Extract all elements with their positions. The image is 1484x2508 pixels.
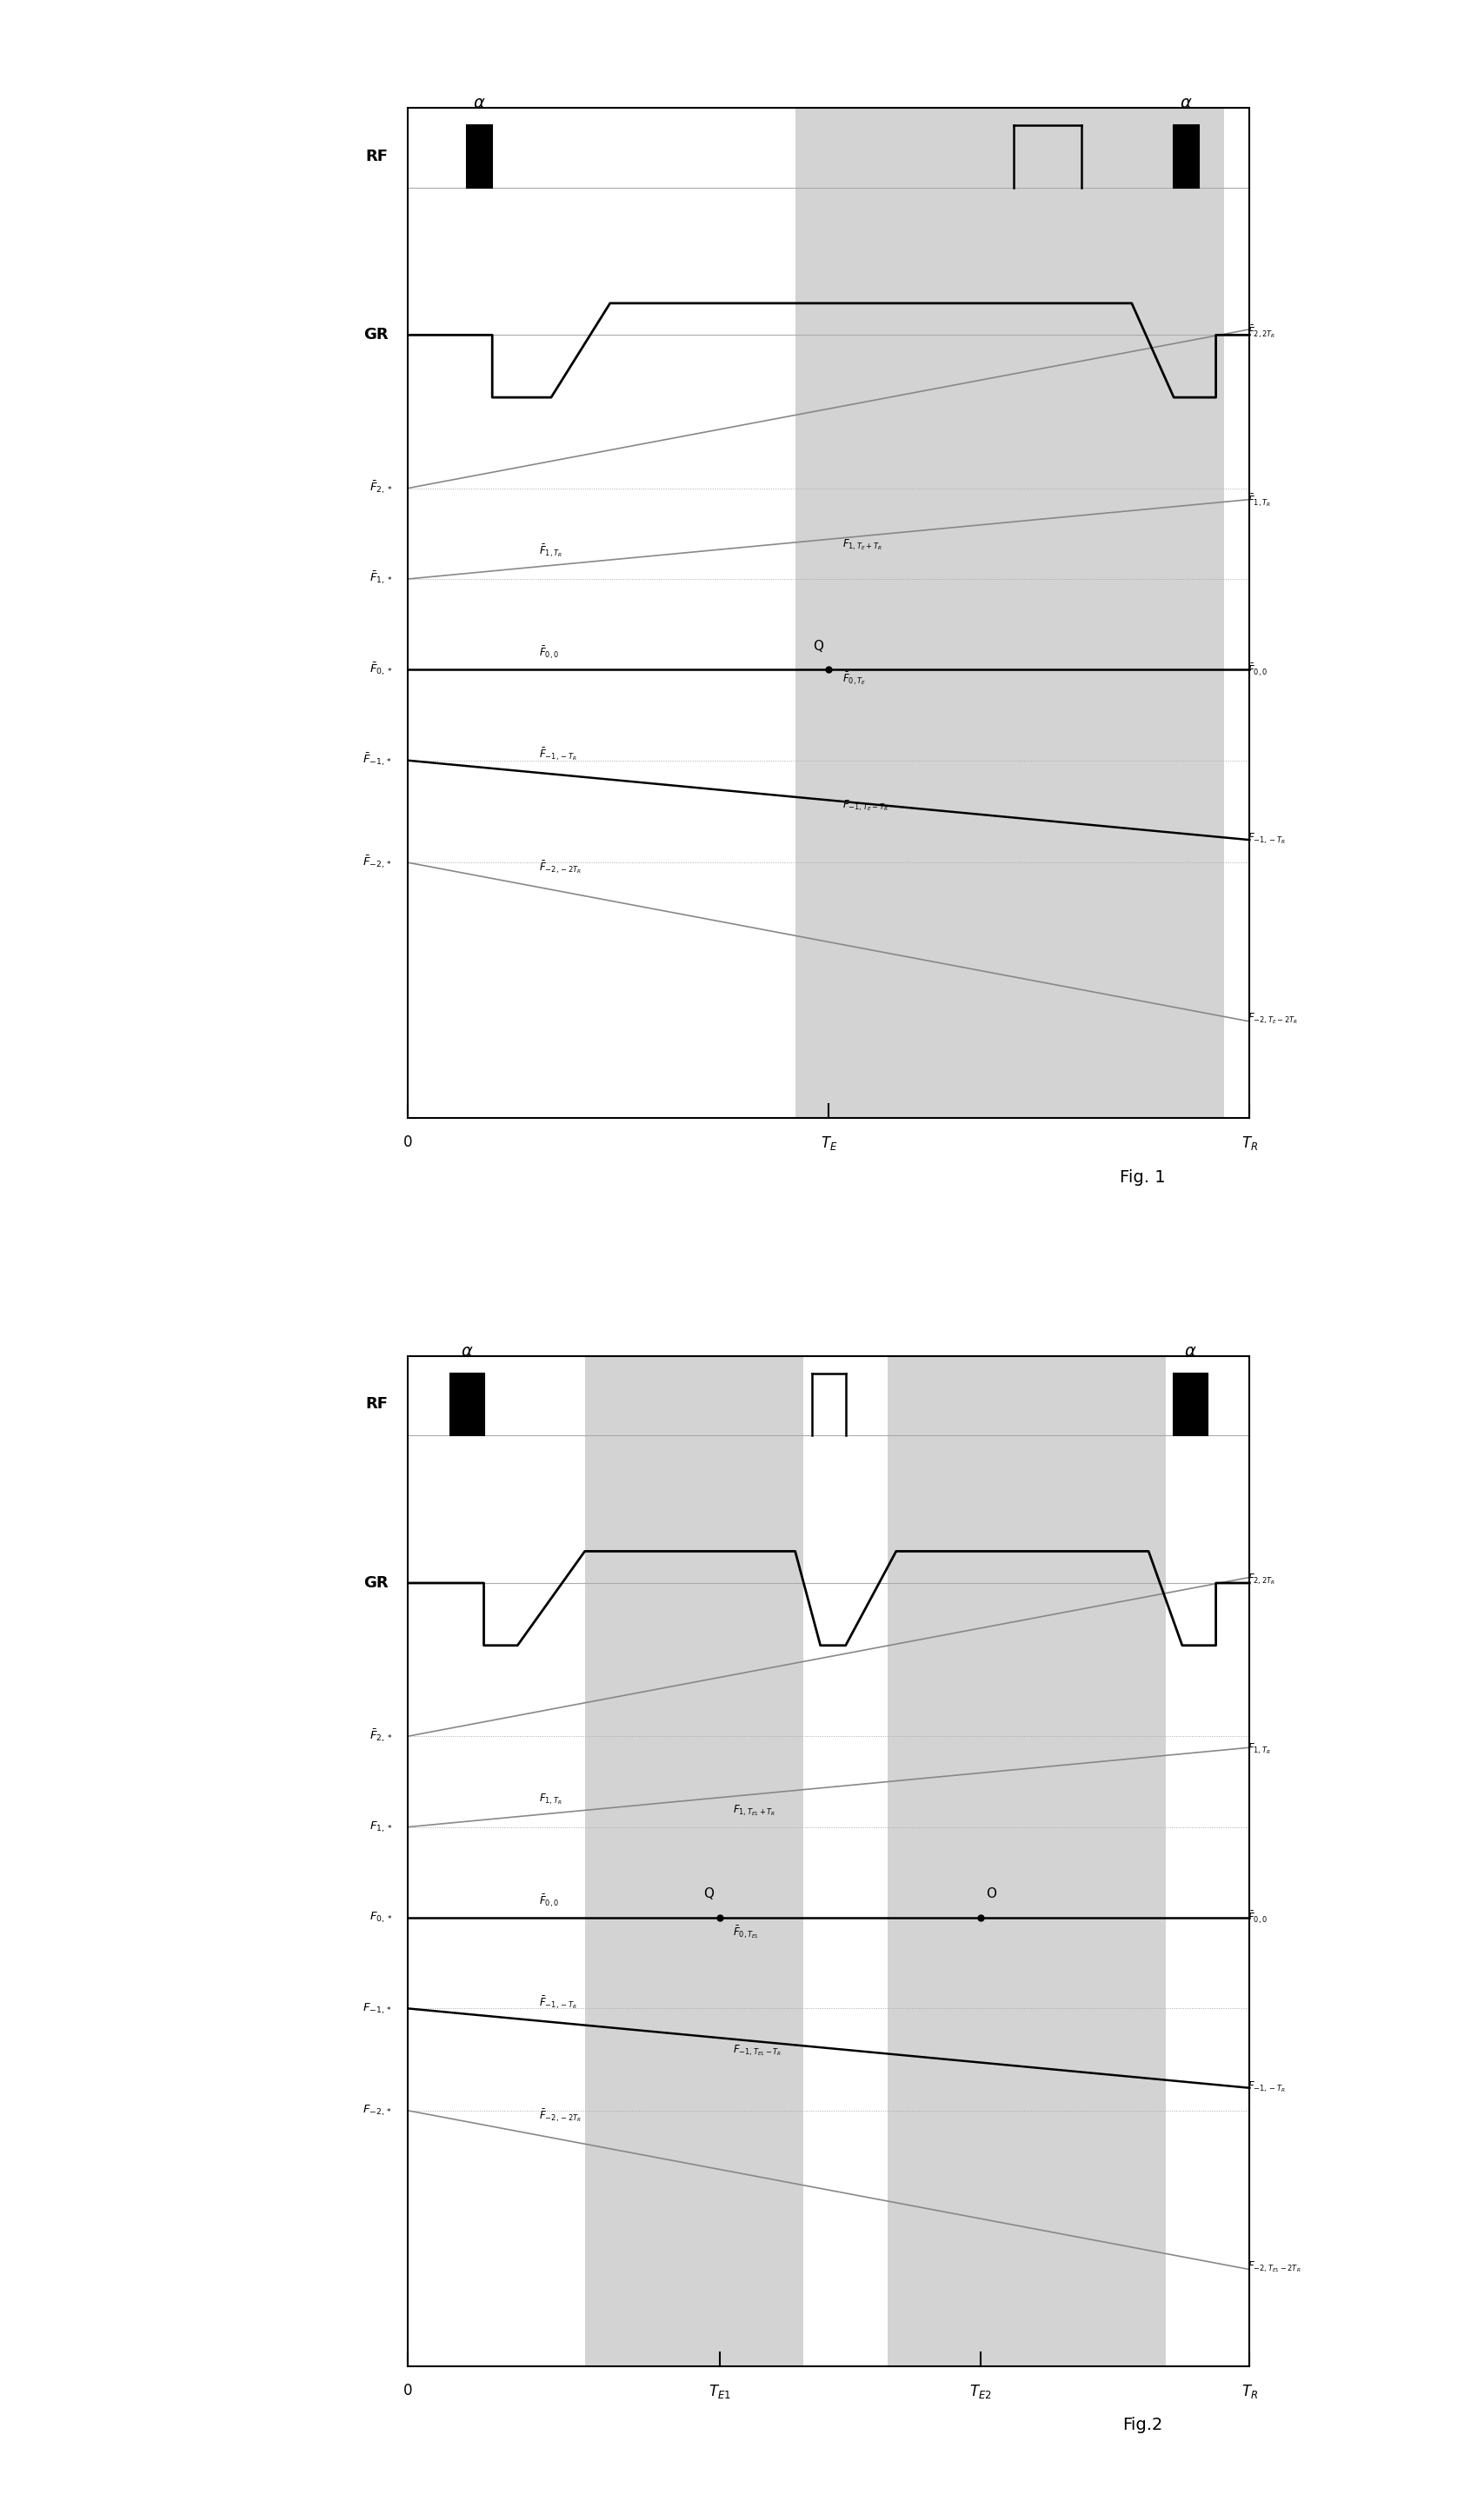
Text: 0: 0 <box>404 1134 413 1151</box>
Text: $F_{1,T_E+T_R}$: $F_{1,T_E+T_R}$ <box>843 537 881 552</box>
Text: $F_{1,*}$: $F_{1,*}$ <box>370 1821 392 1833</box>
Bar <box>795 108 1224 1119</box>
Text: $\bar{F}_{0,0}$: $\bar{F}_{0,0}$ <box>539 1891 559 1909</box>
Text: $\bar{F}_{0,0}$: $\bar{F}_{0,0}$ <box>539 645 559 660</box>
Bar <box>1174 1372 1208 1435</box>
Text: $\bar{F}_{-1,*}$: $\bar{F}_{-1,*}$ <box>362 752 392 770</box>
Text: $F_{-2,T_E-2T_R}$: $F_{-2,T_E-2T_R}$ <box>1248 1011 1298 1026</box>
Text: $F_{-1,T_E-T_R}$: $F_{-1,T_E-T_R}$ <box>843 798 887 813</box>
Text: $\bar{F}_{1,T_R}$: $\bar{F}_{1,T_R}$ <box>1248 492 1270 509</box>
Text: $F_{-1,*}$: $F_{-1,*}$ <box>362 2001 392 2016</box>
Text: $\alpha$: $\alpha$ <box>473 95 485 110</box>
Text: $F_{-2,T_{E1}-2T_R}$: $F_{-2,T_{E1}-2T_R}$ <box>1248 2260 1301 2275</box>
Text: $T_R$: $T_R$ <box>1241 1134 1258 1151</box>
Text: $T_{E2}$: $T_{E2}$ <box>969 2383 991 2400</box>
Text: GR: GR <box>364 1575 389 1590</box>
Text: $\alpha$: $\alpha$ <box>1184 1342 1198 1359</box>
Text: $\bar{F}_{1,*}$: $\bar{F}_{1,*}$ <box>370 572 392 587</box>
Bar <box>467 125 493 188</box>
Text: Q: Q <box>813 640 824 652</box>
Text: $\bar{F}_{-1,-T_R}$: $\bar{F}_{-1,-T_R}$ <box>539 1994 577 2011</box>
Text: $\bar{F}_{-2,-2T_R}$: $\bar{F}_{-2,-2T_R}$ <box>539 860 582 875</box>
Text: $\alpha$: $\alpha$ <box>460 1342 473 1359</box>
Bar <box>408 1357 1250 2365</box>
Text: $\bar{F}_{-2,-2T_R}$: $\bar{F}_{-2,-2T_R}$ <box>539 2107 582 2124</box>
Text: $F_{1,T_R}$: $F_{1,T_R}$ <box>1248 1741 1270 1756</box>
Text: $T_E$: $T_E$ <box>821 1134 837 1151</box>
Text: $\alpha$: $\alpha$ <box>1180 95 1193 110</box>
Text: RF: RF <box>365 148 389 163</box>
Text: $F_{-1,-T_R}$: $F_{-1,-T_R}$ <box>1248 833 1285 845</box>
Text: $F_{0,*}$: $F_{0,*}$ <box>370 1911 392 1924</box>
Text: $F_{1,T_{E1}+T_R}$: $F_{1,T_{E1}+T_R}$ <box>733 1803 776 1818</box>
Text: Fig. 1: Fig. 1 <box>1120 1169 1165 1186</box>
Text: $F_{-1,T_{E1}-T_R}$: $F_{-1,T_{E1}-T_R}$ <box>733 2044 782 2059</box>
Text: $F_{-1,-T_R}$: $F_{-1,-T_R}$ <box>1248 2079 1285 2094</box>
Text: 0: 0 <box>404 2383 413 2398</box>
Text: $\bar{F}_{0,*}$: $\bar{F}_{0,*}$ <box>370 662 392 677</box>
Text: $\bar{F}_{2,*}$: $\bar{F}_{2,*}$ <box>370 479 392 497</box>
Text: $T_{E1}$: $T_{E1}$ <box>708 2383 730 2400</box>
Bar <box>408 108 1250 1119</box>
Text: $\bar{F}_{-1,-T_R}$: $\bar{F}_{-1,-T_R}$ <box>539 745 577 762</box>
Bar <box>887 1357 1165 2365</box>
Bar <box>803 1357 887 2365</box>
Bar <box>1174 125 1199 188</box>
Text: $F_{2,2T_R}$: $F_{2,2T_R}$ <box>1248 1573 1275 1588</box>
Text: Q: Q <box>703 1889 714 1901</box>
Text: O: O <box>985 1889 996 1901</box>
Text: $F_{-2,*}$: $F_{-2,*}$ <box>362 2104 392 2117</box>
Text: $\bar{F}_{0,T_E}$: $\bar{F}_{0,T_E}$ <box>843 670 865 687</box>
Text: $\bar{F}_{0,0}$: $\bar{F}_{0,0}$ <box>1248 1909 1267 1926</box>
Text: $\bar{F}_{-2,*}$: $\bar{F}_{-2,*}$ <box>362 855 392 870</box>
Text: $\bar{F}_{0,0}$: $\bar{F}_{0,0}$ <box>1248 662 1267 677</box>
Text: $\bar{F}_{1,T_R}$: $\bar{F}_{1,T_R}$ <box>539 542 562 559</box>
Text: RF: RF <box>365 1397 389 1412</box>
Text: Fig.2: Fig.2 <box>1122 2418 1163 2433</box>
Text: $F_{1,T_R}$: $F_{1,T_R}$ <box>539 1793 562 1806</box>
Text: $\bar{F}_{2,2T_R}$: $\bar{F}_{2,2T_R}$ <box>1248 324 1275 341</box>
Text: $T_R$: $T_R$ <box>1241 2383 1258 2400</box>
Text: $\bar{F}_{2,*}$: $\bar{F}_{2,*}$ <box>370 1728 392 1746</box>
Bar <box>585 1357 803 2365</box>
Bar <box>450 1372 484 1435</box>
Text: $\bar{F}_{0,T_{E1}}$: $\bar{F}_{0,T_{E1}}$ <box>733 1924 758 1939</box>
Text: GR: GR <box>364 326 389 344</box>
